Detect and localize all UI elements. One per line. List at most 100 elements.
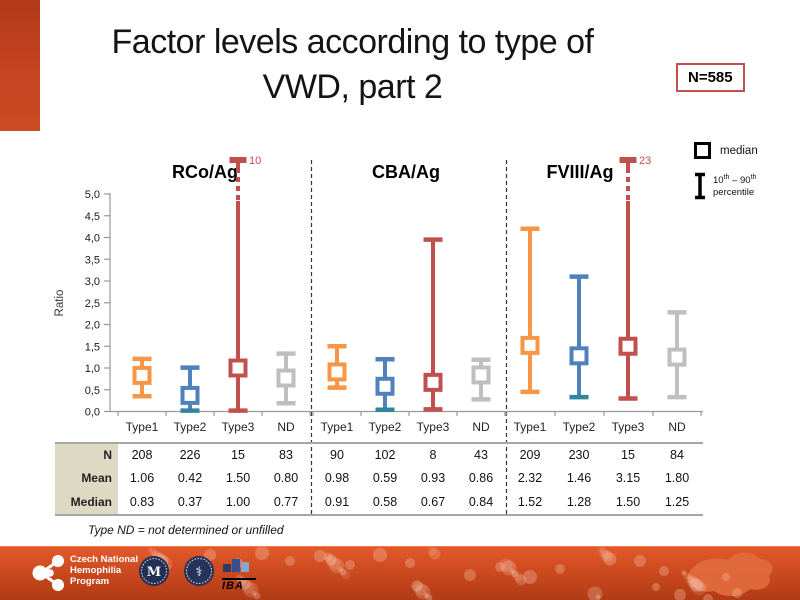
footnote: Type ND = not determined or unfilled (88, 523, 284, 537)
category-label-fviii-ag-nd: ND (668, 420, 686, 434)
decor-bubble (329, 558, 345, 574)
group-label: RCo/Ag (172, 162, 238, 182)
decor-bubble (251, 590, 257, 596)
decor-bubble (652, 583, 660, 591)
median-marker-fviii-ag-nd (667, 347, 687, 367)
decor-bubble (239, 578, 251, 590)
y-tick-label: 2,5 (85, 298, 100, 310)
median-marker-cba-ag-type2 (375, 376, 395, 396)
chart-legend: median 10th – 90th percentile (694, 142, 798, 200)
decor-bubble (323, 552, 333, 562)
medical-seal-icon: ⚕ (184, 556, 214, 586)
decor-bubble (147, 547, 153, 552)
decor-bubble (634, 555, 646, 567)
decor-bubble (732, 588, 742, 598)
decor-bubble (427, 547, 437, 556)
category-label-fviii-ag-type3: Type3 (612, 420, 645, 434)
czech-map-shape (687, 552, 773, 597)
median-marker-rco-ag-type1 (132, 365, 152, 385)
median-marker-fviii-ag-type3 (618, 336, 638, 356)
median-marker-icon (694, 142, 711, 159)
category-label-rco-ag-type3: Type3 (222, 420, 255, 434)
decor-bubble (255, 547, 269, 560)
decor-bubble (523, 570, 537, 584)
y-tick-label: 1,5 (85, 341, 100, 353)
y-tick-label: 0,0 (85, 407, 100, 419)
y-axis-title: Ratio (54, 290, 66, 317)
median-marker-rco-ag-nd (276, 368, 296, 388)
median-marker-cba-ag-type1 (327, 362, 347, 382)
y-tick-label: 2,0 (85, 320, 100, 332)
category-label-rco-ag-type1: Type1 (126, 420, 159, 434)
decor-bubble (587, 586, 603, 600)
decor-bubble (327, 556, 341, 570)
y-tick-label: 4,0 (85, 233, 100, 245)
clip-value-label-fviii-ag-type3: 23 (639, 155, 651, 167)
legend-percentile-label: 10th – 90th percentile (713, 174, 757, 198)
group-label: CBA/Ag (372, 162, 440, 182)
decor-bubble (464, 569, 476, 581)
decor-bubble (341, 570, 351, 580)
decor-bubble (659, 566, 669, 576)
decor-bubble (339, 568, 347, 576)
decor-bubble (595, 594, 601, 600)
median-marker-rco-ag-type2 (180, 385, 200, 405)
y-tick-label: 3,5 (85, 254, 100, 266)
decor-bubble (423, 592, 429, 598)
median-marker-rco-ag-type3 (228, 358, 248, 378)
decor-bubble (495, 562, 505, 572)
decor-bubble (415, 584, 431, 600)
decor-bubble (337, 566, 343, 572)
decor-bubble (681, 570, 687, 576)
decor-bubble (411, 580, 423, 592)
decor-bubble (687, 576, 699, 588)
decor-bubble (685, 574, 695, 584)
decor-bubble (509, 568, 515, 574)
decor-bubble (413, 582, 427, 596)
median-marker-cba-ag-nd (471, 365, 491, 385)
category-label-fviii-ag-type1: Type1 (514, 420, 547, 434)
footer-band: Czech National Hemophilia Program M ⚕ IB… (0, 546, 800, 600)
title-line1: Factor levels according to type of (111, 23, 594, 61)
decor-bubble (501, 560, 517, 576)
decor-bubble (285, 556, 295, 566)
y-tick-label: 5,0 (85, 189, 100, 201)
median-marker-fviii-ag-type2 (569, 346, 589, 366)
page-title: Factor levels according to type of VWD, … (45, 20, 660, 110)
category-label-cba-ag-type2: Type2 (369, 420, 402, 434)
decor-bubble (555, 564, 565, 574)
decor-bubble (511, 570, 519, 578)
decor-bubble (325, 554, 337, 566)
category-label-rco-ag-type2: Type2 (174, 420, 207, 434)
decor-bubble (674, 589, 686, 600)
org-name: Czech National Hemophilia Program (70, 554, 139, 587)
decor-bubble (345, 560, 355, 570)
decor-bubble (515, 574, 527, 586)
iba-logo: IBA (222, 558, 256, 592)
molecule-icon (32, 555, 64, 591)
category-label-cba-ag-type3: Type3 (417, 420, 450, 434)
y-tick-label: 4,5 (85, 211, 100, 223)
decor-bubble (253, 592, 261, 600)
y-tick-label: 1,0 (85, 363, 100, 375)
decor-bubble (425, 594, 433, 600)
decor-bubble (513, 572, 523, 582)
decor-bubble (601, 550, 613, 562)
median-marker-fviii-ag-type1 (520, 335, 540, 355)
median-marker-cba-ag-type3 (423, 372, 443, 392)
legend-median-label: median (720, 144, 758, 157)
decor-bubble (405, 558, 415, 568)
decor-bubble (599, 548, 609, 558)
decor-bubble (499, 558, 513, 572)
decor-bubble (597, 547, 605, 554)
decor-bubble (429, 548, 441, 560)
decor-bubble (603, 552, 617, 566)
category-label-fviii-ag-type2: Type2 (563, 420, 596, 434)
clip-value-label-rco-ag-type3: 10 (249, 155, 261, 167)
accent-bar (0, 0, 40, 131)
decor-bubble (149, 548, 157, 556)
decor-bubble (689, 578, 703, 592)
svg-text:⚕: ⚕ (195, 565, 202, 580)
